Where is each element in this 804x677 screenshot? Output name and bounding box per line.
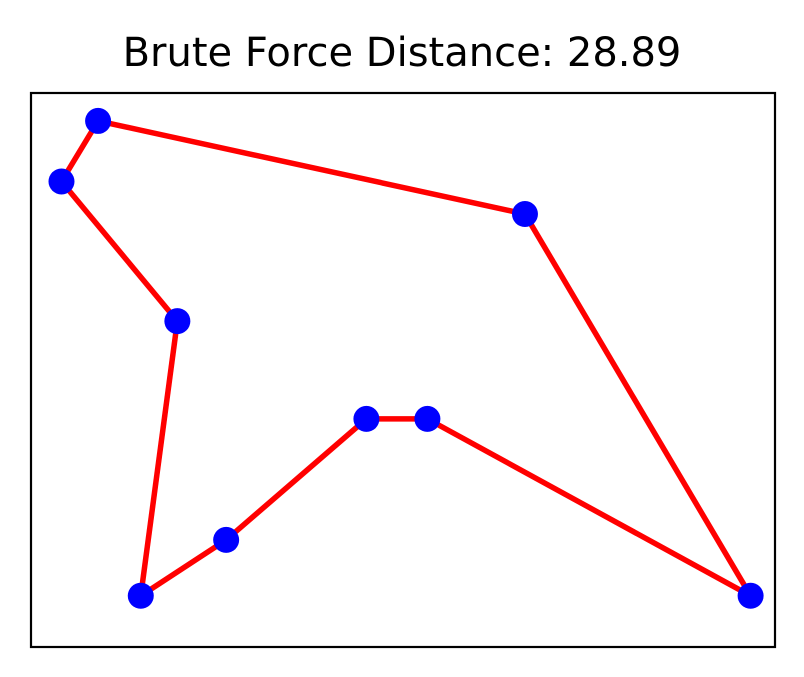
route-segment: [224, 416, 369, 543]
city-point: [414, 405, 441, 432]
route-segment: [138, 320, 181, 597]
city-point: [213, 526, 240, 553]
route-segment: [97, 118, 526, 217]
city-point: [511, 201, 538, 228]
city-point: [737, 582, 764, 609]
route-segment: [426, 416, 752, 599]
route-segment: [59, 179, 180, 323]
route-lines: [59, 118, 753, 599]
city-point: [127, 582, 154, 609]
route-segment: [522, 212, 753, 598]
city-point: [48, 168, 75, 195]
route-segment: [139, 537, 228, 599]
chart-title: Brute Force Distance: 28.89: [123, 30, 682, 76]
city-point: [353, 405, 380, 432]
city-point: [164, 308, 191, 335]
city-point: [85, 107, 112, 134]
plot-frame: [29, 91, 777, 649]
city-points: [48, 107, 764, 609]
